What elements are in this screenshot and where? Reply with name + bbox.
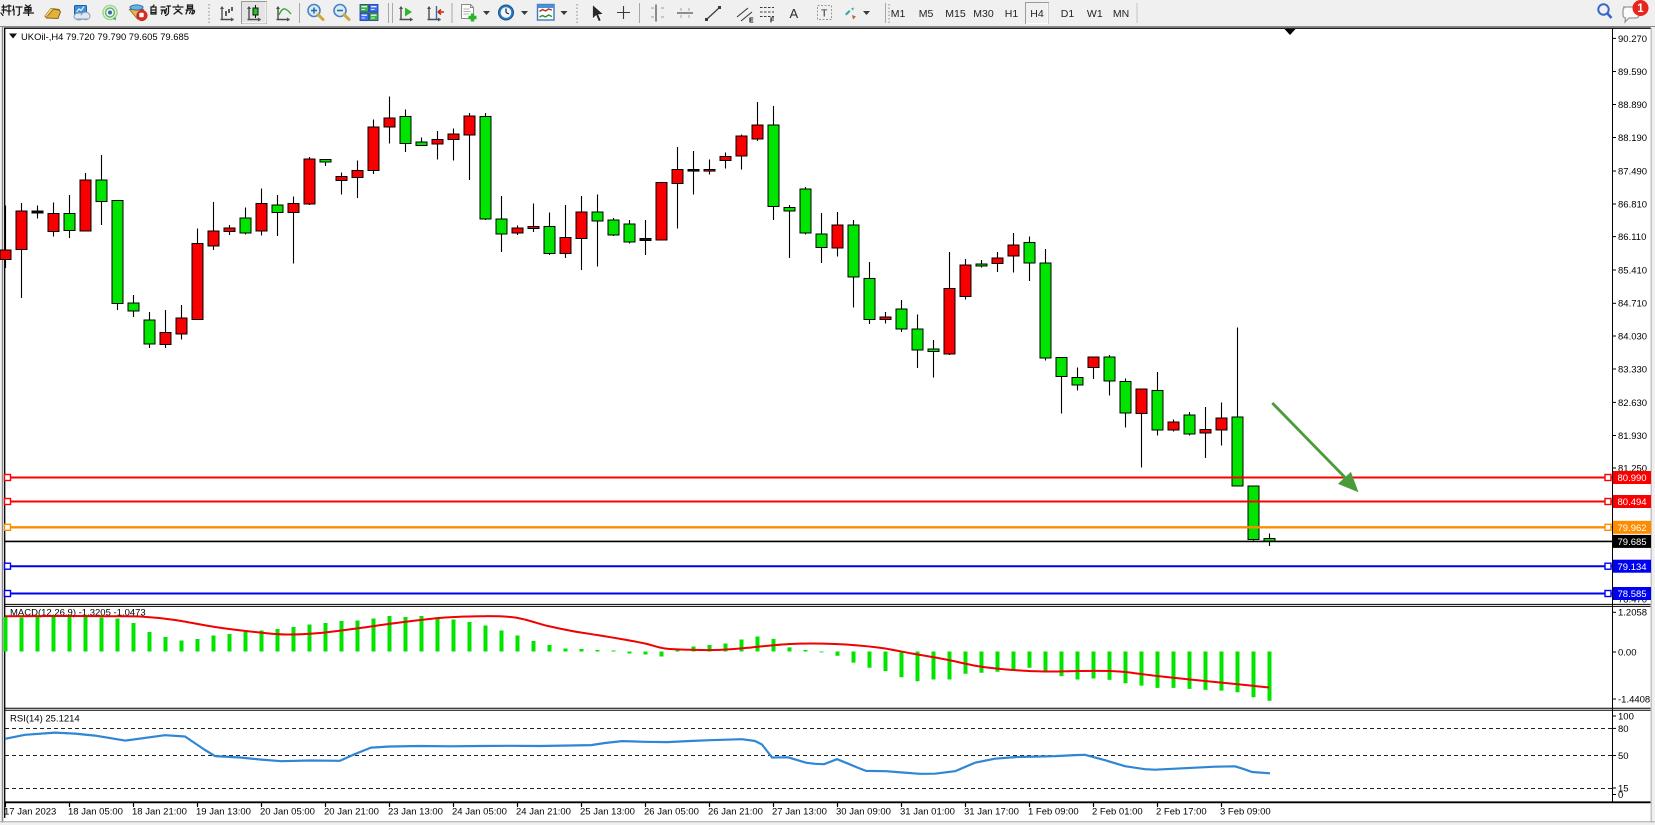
svg-text:81.250: 81.250 [1618,463,1647,474]
svg-text:24 Jan 05:00: 24 Jan 05:00 [452,807,507,818]
svg-text:86.110: 86.110 [1618,232,1646,243]
svg-text:M1: M1 [891,8,906,20]
svg-text:83.330: 83.330 [1618,364,1647,375]
svg-text:F: F [770,18,775,25]
svg-text:78.585: 78.585 [1618,589,1647,600]
svg-text:MACD(12,26,9) -1.3205 -1.0473: MACD(12,26,9) -1.3205 -1.0473 [10,608,146,619]
svg-text:87.490: 87.490 [1618,166,1647,177]
svg-text:50: 50 [1618,751,1629,762]
svg-text:84.030: 84.030 [1618,331,1647,342]
svg-text:2 Feb 17:00: 2 Feb 17:00 [1156,807,1207,818]
svg-text:26 Jan 21:00: 26 Jan 21:00 [708,807,763,818]
svg-text:88.190: 88.190 [1618,133,1647,144]
svg-text:1 Feb 09:00: 1 Feb 09:00 [1028,807,1079,818]
svg-text:18 Jan 05:00: 18 Jan 05:00 [68,807,123,818]
svg-text:23 Jan 13:00: 23 Jan 13:00 [388,807,443,818]
svg-text:H1: H1 [1005,8,1019,20]
svg-text:3 Feb 09:00: 3 Feb 09:00 [1220,807,1271,818]
svg-text:27 Jan 13:00: 27 Jan 13:00 [772,807,827,818]
svg-text:E: E [749,18,754,25]
svg-text:18 Jan 21:00: 18 Jan 21:00 [132,807,187,818]
svg-text:A: A [790,6,799,21]
svg-text:19 Jan 13:00: 19 Jan 13:00 [196,807,251,818]
svg-text:H4: H4 [1030,8,1044,20]
svg-text:79.962: 79.962 [1618,523,1647,534]
svg-text:30 Jan 09:00: 30 Jan 09:00 [836,807,891,818]
svg-text:80.494: 80.494 [1618,497,1647,508]
svg-text:86.810: 86.810 [1618,199,1647,210]
svg-text:85.410: 85.410 [1618,265,1647,276]
svg-text:1.2058: 1.2058 [1618,608,1647,619]
svg-text:84.710: 84.710 [1618,299,1647,310]
svg-text:79.685: 79.685 [1618,537,1647,548]
svg-text:20 Jan 05:00: 20 Jan 05:00 [260,807,315,818]
svg-text:T: T [821,8,828,20]
svg-text:0.00: 0.00 [1618,647,1637,658]
svg-text:31 Jan 01:00: 31 Jan 01:00 [900,807,955,818]
svg-text:100: 100 [1618,711,1634,722]
svg-text:15: 15 [1618,783,1629,794]
svg-text:88.890: 88.890 [1618,100,1647,111]
svg-text:17 Jan 2023: 17 Jan 2023 [4,807,56,818]
svg-text:90.270: 90.270 [1618,34,1647,45]
svg-text:2 Feb 01:00: 2 Feb 01:00 [1092,807,1143,818]
svg-text:89.590: 89.590 [1618,67,1647,78]
svg-text:1: 1 [1637,3,1644,15]
svg-text:81.930: 81.930 [1618,431,1647,442]
svg-text:80: 80 [1618,724,1629,735]
svg-text:RSI(14) 25.1214: RSI(14) 25.1214 [10,714,80,725]
svg-text:UKOil-,H4 79.720 79.790 79.60: UKOil-,H4 79.720 79.790 79.605 79.685 [21,32,189,43]
svg-text:31 Jan 17:00: 31 Jan 17:00 [964,807,1019,818]
svg-text:80.990: 80.990 [1618,473,1647,484]
svg-text:79.134: 79.134 [1618,562,1647,573]
svg-text:82.630: 82.630 [1618,398,1647,409]
svg-text:25 Jan 13:00: 25 Jan 13:00 [580,807,635,818]
svg-text:26 Jan 05:00: 26 Jan 05:00 [644,807,699,818]
svg-text:D1: D1 [1061,8,1075,20]
svg-text:M5: M5 [919,8,934,20]
svg-text:MN: MN [1113,8,1129,20]
svg-text:M15: M15 [945,8,966,20]
svg-text:-1.4408: -1.4408 [1618,694,1650,705]
svg-text:M30: M30 [973,8,994,20]
svg-text:0: 0 [1618,790,1623,801]
svg-text:24 Jan 21:00: 24 Jan 21:00 [516,807,571,818]
svg-text:20 Jan 21:00: 20 Jan 21:00 [324,807,379,818]
svg-text:W1: W1 [1087,8,1103,20]
